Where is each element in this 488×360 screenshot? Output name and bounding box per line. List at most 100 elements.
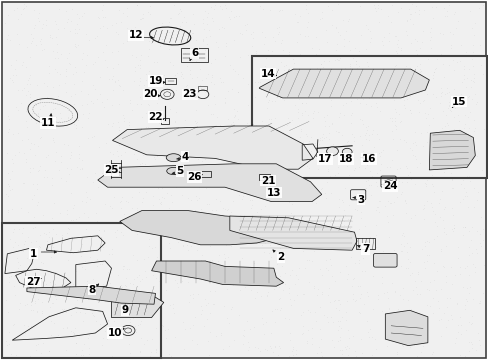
Point [403, 327, 410, 333]
Point [224, 179, 232, 184]
Point [269, 155, 277, 161]
Point [475, 300, 483, 306]
Point [143, 294, 151, 300]
Point [437, 139, 445, 145]
Point [67, 285, 75, 291]
Polygon shape [98, 164, 321, 202]
Point [251, 176, 259, 182]
Point [416, 133, 424, 139]
Point [302, 133, 310, 139]
Point [157, 199, 164, 205]
Point [192, 121, 200, 126]
Point [166, 59, 174, 64]
Point [242, 238, 249, 244]
Point [51, 158, 59, 164]
Point [42, 231, 50, 237]
Point [70, 203, 78, 208]
Point [167, 353, 175, 359]
Point [96, 283, 103, 288]
Point [55, 118, 62, 124]
Point [470, 126, 478, 131]
Point [363, 85, 370, 90]
Point [26, 354, 34, 359]
Point [69, 330, 77, 336]
Point [172, 280, 180, 286]
Point [455, 199, 463, 205]
Point [297, 126, 305, 132]
Point [136, 57, 143, 63]
Point [259, 76, 266, 82]
Point [354, 260, 362, 266]
Point [166, 246, 174, 251]
Point [43, 152, 51, 158]
Point [24, 136, 32, 142]
Point [122, 198, 130, 204]
Point [6, 187, 14, 193]
Point [19, 180, 27, 186]
Point [46, 240, 54, 246]
Point [448, 96, 456, 102]
Point [412, 164, 420, 170]
Point [358, 96, 366, 102]
Point [207, 111, 215, 117]
Point [450, 165, 458, 170]
Point [260, 162, 267, 167]
Point [467, 321, 474, 327]
Point [197, 269, 205, 274]
Point [70, 102, 78, 107]
Point [313, 139, 321, 145]
Point [384, 234, 392, 240]
Point [46, 32, 54, 38]
Point [271, 178, 279, 184]
Point [217, 135, 225, 141]
Point [428, 115, 436, 121]
Point [15, 131, 22, 136]
Point [109, 66, 117, 71]
Point [446, 170, 454, 176]
Point [312, 292, 320, 297]
Point [346, 98, 354, 103]
Point [361, 185, 369, 190]
Point [278, 111, 285, 116]
Point [191, 118, 199, 123]
Point [468, 185, 476, 191]
Point [145, 46, 153, 52]
Point [401, 28, 409, 33]
Point [146, 244, 154, 250]
Point [442, 85, 450, 90]
Point [207, 79, 215, 85]
Point [427, 140, 435, 145]
Point [231, 112, 239, 118]
Point [37, 350, 44, 356]
Point [444, 173, 452, 179]
Point [27, 140, 35, 146]
Text: 18: 18 [338, 154, 353, 164]
Point [51, 267, 59, 273]
Point [208, 207, 216, 213]
Point [166, 42, 174, 48]
Point [14, 242, 22, 248]
Point [189, 261, 197, 267]
Point [301, 196, 309, 202]
Point [69, 330, 77, 336]
Point [206, 244, 214, 249]
Point [316, 69, 324, 75]
Point [307, 325, 315, 330]
Point [114, 153, 122, 159]
Point [54, 342, 62, 348]
Point [160, 72, 167, 77]
Text: 1: 1 [30, 249, 37, 259]
Point [92, 247, 100, 253]
Point [57, 116, 65, 121]
Point [115, 82, 123, 87]
Point [103, 291, 111, 297]
Point [163, 93, 170, 99]
Point [75, 26, 82, 32]
Point [263, 289, 271, 294]
Point [383, 164, 390, 170]
Point [58, 283, 65, 288]
Point [4, 264, 12, 270]
Point [129, 32, 137, 38]
Point [172, 223, 180, 229]
Point [266, 230, 274, 236]
